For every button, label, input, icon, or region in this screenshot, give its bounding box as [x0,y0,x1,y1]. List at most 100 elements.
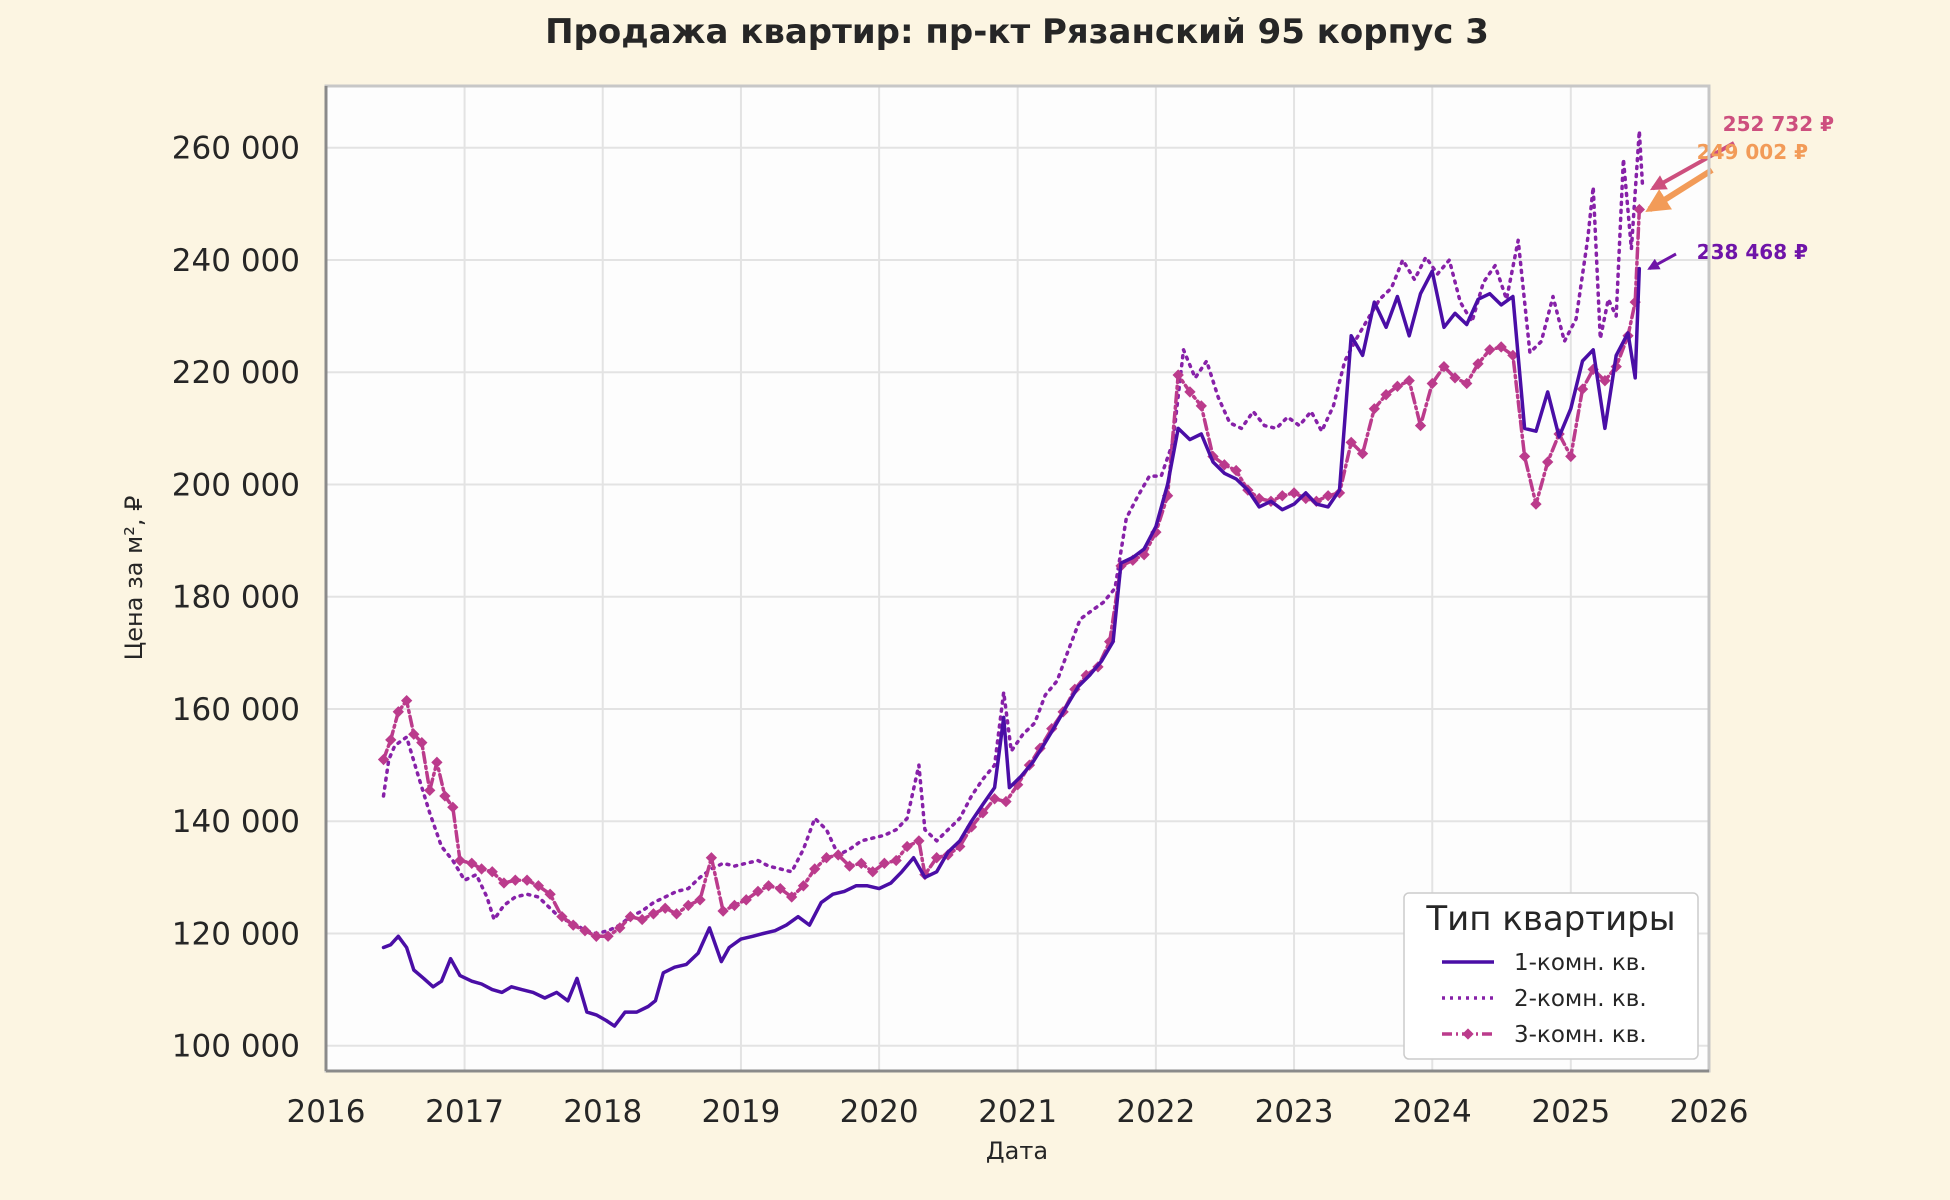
x-tick-label: 2026 [1670,1094,1749,1130]
y-gridlines [326,146,1709,1047]
series-3-marker [694,894,706,906]
series-3-marker [717,905,729,917]
annotation-arrow [1645,167,1714,213]
series-3-marker [1000,795,1012,808]
x-axis-label: Дата [986,1137,1048,1165]
legend-title: Тип квартиры [1425,899,1675,939]
y-tick-label: 200 000 [172,467,300,503]
legend-label-1: 1-комн. кв. [1514,950,1647,976]
series-3-marker [1530,498,1542,510]
x-tick-label: 2016 [287,1094,366,1130]
series-3-marker [1542,456,1554,468]
series-3-marker [878,857,891,869]
series-3-marker [832,849,844,861]
series-3-marker [1380,389,1392,401]
chart-title: Продажа квартир: пр-кт Рязанский 95 корп… [545,12,1489,52]
series-3-marker [1288,487,1300,499]
series-3-marker [385,734,397,746]
series-3-marker [913,835,925,847]
series-3-marker [556,910,568,923]
series-3-marker [544,888,556,900]
x-tick-label: 2019 [701,1094,780,1130]
series-3-marker [728,899,741,912]
x-tick-label: 2020 [840,1094,919,1130]
legend-box [1403,892,1699,1060]
series-3-marker [1172,369,1184,381]
y-tick-label: 140 000 [172,804,300,840]
y-tick-label: 180 000 [172,580,300,616]
x-tick-label: 2022 [1116,1094,1195,1130]
series-3-marker [424,784,436,797]
series-3-marker [1195,400,1207,412]
series-3-marker [454,854,466,867]
y-tick-label: 160 000 [172,692,300,728]
series-3-marker [762,880,775,892]
x-tick-label: 2021 [978,1094,1057,1130]
series-3-marker [590,930,602,942]
series-3-marker [532,880,545,892]
y-tick-label: 220 000 [172,355,300,391]
series-3-marker [400,694,413,707]
series-3-marker [740,894,752,906]
annotation-label: 238 468 ₽ [1697,240,1808,264]
y-tick-labels: 100 000 120 000 140 000 160 000 180 000 200 0… [172,131,300,1065]
series-3-marker [890,854,902,867]
x-tick-labels: 2016 2017 2018 2019 2020 2021 2022 2023 2024 2025… [287,1094,1749,1130]
legend-label-3: 3-комн. кв. [1514,1022,1647,1048]
y-tick-label: 120 000 [172,916,300,952]
series-3-marker [1345,436,1357,449]
series-3-marker [1426,377,1438,390]
series-3-marker [786,891,798,903]
series-3-marker [1356,447,1369,460]
series-3-marker [498,877,510,889]
series-3-marker [809,863,821,875]
series-layer [377,129,1646,1028]
series-3-marker [614,922,626,934]
annotation-arrow [1649,141,1735,191]
series-3-marker [602,930,614,942]
series-3-marker [1438,360,1450,373]
annotation-label: 252 732 ₽ [1723,112,1834,136]
series-3-marker [1518,450,1531,463]
series-3-marker [988,793,1001,805]
series-3-marker [521,874,533,886]
series-3-marker [624,911,637,923]
y-tick-label: 260 000 [172,131,300,167]
series-3-marker [774,882,786,895]
series-1 [381,266,1642,1028]
legend: Тип квартиры 1-комн. кв. 2-комн. кв. 3-к… [1403,892,1699,1060]
series-3-marker [682,899,694,912]
x-tick-label: 2024 [1393,1094,1472,1130]
series-line-1 [381,266,1642,1028]
series-3-marker [1184,386,1196,398]
series-3-marker [867,866,879,878]
legend-marker-3 [1462,1028,1474,1040]
series-3-marker [475,863,488,875]
series-3-marker [431,756,443,768]
series-3-marker [377,753,390,766]
annotation-layer: 252 732 ₽ 249 002 ₽ 238 468 ₽ [1645,112,1834,270]
y-axis-label: Цена за м², ₽ [120,496,148,661]
series-3-marker [820,852,833,864]
y-tick-label: 240 000 [172,243,300,279]
x-tick-label: 2017 [425,1094,504,1130]
series-3-marker [466,857,478,869]
annotation-label: 249 002 ₽ [1697,140,1808,164]
series-3-marker [579,925,591,937]
series-3-marker [447,801,459,813]
x-tick-label: 2025 [1531,1094,1610,1130]
legend-label-2: 2-комн. кв. [1514,986,1647,1012]
series-3-marker [1230,464,1242,477]
series-3-marker [1368,403,1380,415]
annotation-arrow [1647,252,1677,270]
series-3-marker [855,857,867,870]
series-3-marker [439,790,451,802]
series-3-marker [797,880,810,892]
y-tick-label: 100 000 [172,1029,300,1065]
x-tick-label: 2018 [563,1094,642,1130]
series-3-marker [1484,344,1496,356]
series-3-marker [901,840,913,853]
series-3-marker [705,852,718,864]
series-3-marker [416,737,428,749]
